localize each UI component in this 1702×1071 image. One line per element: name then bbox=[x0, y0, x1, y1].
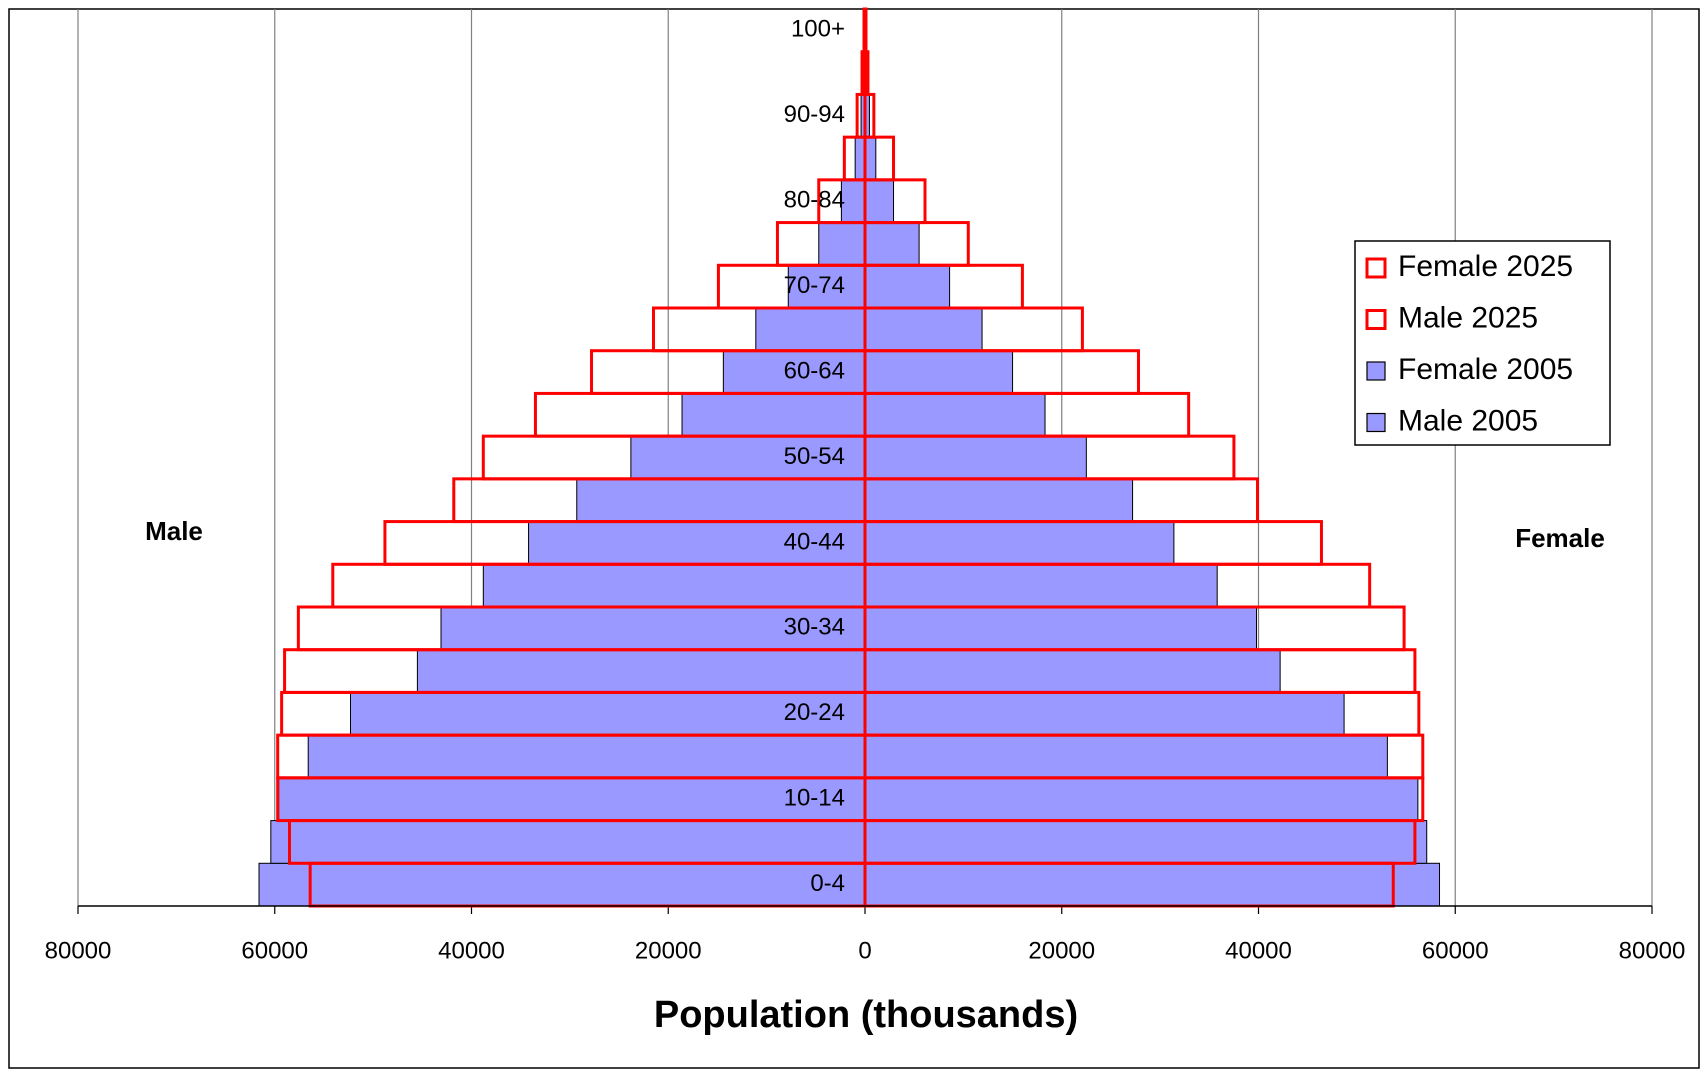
bar bbox=[864, 691, 1345, 736]
x-tick-label: 20000 bbox=[635, 937, 702, 964]
bar bbox=[817, 178, 867, 225]
bar bbox=[864, 179, 895, 224]
chart-frame bbox=[8, 8, 1700, 1069]
legend-box bbox=[1354, 240, 1611, 446]
x-tick-label: 80000 bbox=[1619, 937, 1686, 964]
bar bbox=[278, 777, 866, 822]
bar bbox=[818, 222, 866, 266]
y-tick-label: 60-64 bbox=[784, 357, 845, 384]
y-tick-label: 90-94 bbox=[784, 101, 845, 128]
legend-marker bbox=[1365, 309, 1387, 330]
bar bbox=[864, 563, 1218, 608]
bar bbox=[349, 691, 866, 736]
bar bbox=[862, 7, 867, 54]
legend-marker bbox=[1365, 257, 1387, 279]
bar bbox=[860, 50, 867, 96]
bar bbox=[864, 777, 1419, 822]
bar bbox=[416, 649, 866, 693]
y-tick-label: 50-54 bbox=[784, 443, 845, 470]
bar bbox=[864, 606, 1258, 651]
bar bbox=[864, 734, 1388, 779]
bar bbox=[842, 135, 867, 182]
left-label: Male bbox=[145, 516, 203, 546]
bar bbox=[864, 820, 1428, 864]
bar bbox=[864, 435, 1087, 480]
y-tick-label: 10-14 bbox=[784, 785, 845, 812]
x-tick-label: 60000 bbox=[241, 937, 308, 964]
x-axis-title: Population (thousands) bbox=[654, 994, 1078, 1036]
bar bbox=[440, 606, 866, 651]
bar bbox=[864, 307, 983, 352]
x-tick-label: 80000 bbox=[45, 937, 112, 964]
bar bbox=[864, 862, 1441, 907]
legend-label: Female 2025 bbox=[1398, 250, 1573, 283]
y-tick-label: 80-84 bbox=[784, 187, 845, 214]
x-tick-label: 60000 bbox=[1422, 937, 1489, 964]
bar bbox=[864, 222, 920, 266]
legend-label: Female 2005 bbox=[1398, 353, 1573, 386]
bar bbox=[681, 392, 866, 437]
right-label: Female bbox=[1515, 523, 1605, 553]
legend-marker bbox=[1366, 412, 1386, 433]
legend-label: Male 2005 bbox=[1398, 404, 1538, 437]
y-tick-label: 70-74 bbox=[784, 272, 845, 299]
bar bbox=[864, 350, 1014, 394]
x-tick-label: 0 bbox=[858, 937, 871, 964]
x-tick-label: 20000 bbox=[1028, 937, 1095, 964]
bar bbox=[258, 862, 866, 907]
bar bbox=[864, 649, 1281, 693]
bar bbox=[864, 136, 877, 181]
bar bbox=[864, 521, 1175, 565]
y-tick-label: 30-34 bbox=[784, 614, 845, 641]
y-tick-label: 20-24 bbox=[784, 699, 845, 726]
bar bbox=[864, 264, 951, 309]
y-tick-label: 40-44 bbox=[784, 528, 845, 555]
bar bbox=[307, 734, 866, 779]
x-tick-label: 40000 bbox=[438, 937, 505, 964]
legend-label: Male 2025 bbox=[1398, 301, 1538, 334]
legend-marker bbox=[1366, 361, 1386, 381]
legend: Female 2025 Male 2025 Female 2005 Male 2005 bbox=[1354, 240, 1611, 446]
y-tick-label: 0-4 bbox=[810, 870, 845, 897]
bar bbox=[864, 392, 1046, 437]
bar bbox=[270, 820, 866, 864]
x-tick-label: 40000 bbox=[1225, 937, 1292, 964]
bar bbox=[755, 307, 866, 352]
bar bbox=[482, 563, 866, 608]
y-tick-label: 100+ bbox=[791, 16, 845, 43]
bar bbox=[864, 478, 1134, 523]
bar bbox=[576, 478, 866, 523]
